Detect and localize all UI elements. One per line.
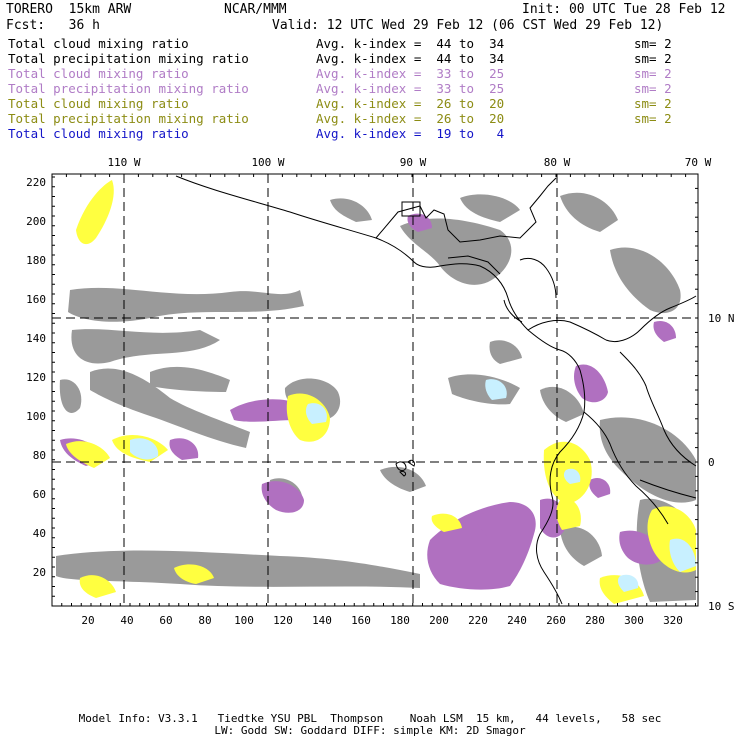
lon-label: 80 W (544, 156, 571, 169)
valid-time: Valid: 12 UTC Wed 29 Feb 12 (06 CST Wed … (272, 18, 664, 33)
x-tick-label: 300 (624, 614, 644, 627)
y-tick-label: 180 (26, 254, 46, 267)
cloud-fields (56, 180, 696, 604)
legend-name: Total cloud mixing ratio (8, 126, 189, 141)
model-physics: LW: Godd SW: Goddard DIFF: simple KM: 2D… (214, 724, 526, 737)
lat-label: 10 N (708, 312, 735, 325)
legend-kindex: Avg. k-index = 26 to 20 (316, 111, 505, 126)
gray-cloud-layer (56, 192, 696, 602)
lon-label: 70 W (685, 156, 712, 169)
legend-kindex: Avg. k-index = 33 to 25 (316, 81, 505, 96)
cyan-cloud-layer (130, 379, 696, 592)
init-time: Init: 00 UTC Tue 28 Feb 12 (522, 2, 726, 17)
x-tick-label: 220 (468, 614, 488, 627)
legend-kindex: Avg. k-index = 33 to 25 (316, 66, 505, 81)
lat-lon-grid (52, 174, 698, 606)
y-tick-label: 100 (26, 410, 46, 423)
x-tick-label: 100 (234, 614, 254, 627)
x-tick-label: 280 (585, 614, 605, 627)
legend-name: Total cloud mixing ratio (8, 96, 189, 111)
legend-kindex: Avg. k-index = 44 to 34 (316, 51, 505, 66)
x-tick-label: 120 (273, 614, 293, 627)
x-tick-label: 20 (81, 614, 94, 627)
coastlines (175, 175, 697, 605)
legend-sm: sm= 2 (634, 111, 672, 126)
legend-sm: sm= 2 (634, 96, 672, 111)
x-tick-label: 140 (312, 614, 332, 627)
x-tick-label: 240 (507, 614, 527, 627)
y-tick-label: 200 (26, 215, 46, 228)
lon-label: 90 W (400, 156, 427, 169)
x-tick-label: 320 (663, 614, 683, 627)
y-tick-label: 140 (26, 332, 46, 345)
legend-name: Total precipitation mixing ratio (8, 111, 249, 126)
lon-label: 110 W (107, 156, 140, 169)
x-tick-label: 200 (429, 614, 449, 627)
org-label: NCAR/MMM (224, 2, 287, 17)
lat-label: 0 (708, 456, 715, 469)
legend-name: Total cloud mixing ratio (8, 66, 189, 81)
legend-name: Total precipitation mixing ratio (8, 51, 249, 66)
x-tick-label: 160 (351, 614, 371, 627)
axis-ticks (52, 174, 698, 607)
x-tick-label: 260 (546, 614, 566, 627)
x-tick-label: 60 (159, 614, 172, 627)
legend-name: Total precipitation mixing ratio (8, 81, 249, 96)
legend-sm: sm= 2 (634, 66, 672, 81)
lat-label: 10 S (708, 600, 735, 613)
lon-label: 100 W (251, 156, 284, 169)
legend-kindex: Avg. k-index = 19 to 4 (316, 126, 505, 141)
y-tick-label: 20 (33, 566, 46, 579)
legend-kindex: Avg. k-index = 26 to 20 (316, 96, 505, 111)
y-tick-label: 220 (26, 176, 46, 189)
legend-sm: sm= 2 (634, 51, 672, 66)
legend-sm: sm= 2 (634, 36, 672, 51)
model-info: Model Info: V3.3.1 Tiedtke YSU PBL Thomp… (78, 712, 662, 725)
y-tick-label: 160 (26, 293, 46, 306)
legend-kindex: Avg. k-index = 44 to 34 (316, 36, 505, 51)
legend-sm: sm= 2 (634, 81, 672, 96)
y-tick-label: 120 (26, 371, 46, 384)
x-tick-label: 40 (120, 614, 133, 627)
y-tick-label: 60 (33, 488, 46, 501)
y-tick-label: 40 (33, 527, 46, 540)
forecast-hour: Fcst: 36 h (6, 18, 100, 33)
legend-name: Total cloud mixing ratio (8, 36, 189, 51)
model-title: TORERO 15km ARW (6, 2, 132, 17)
y-tick-label: 80 (33, 449, 46, 462)
x-tick-label: 80 (198, 614, 211, 627)
x-tick-label: 180 (390, 614, 410, 627)
